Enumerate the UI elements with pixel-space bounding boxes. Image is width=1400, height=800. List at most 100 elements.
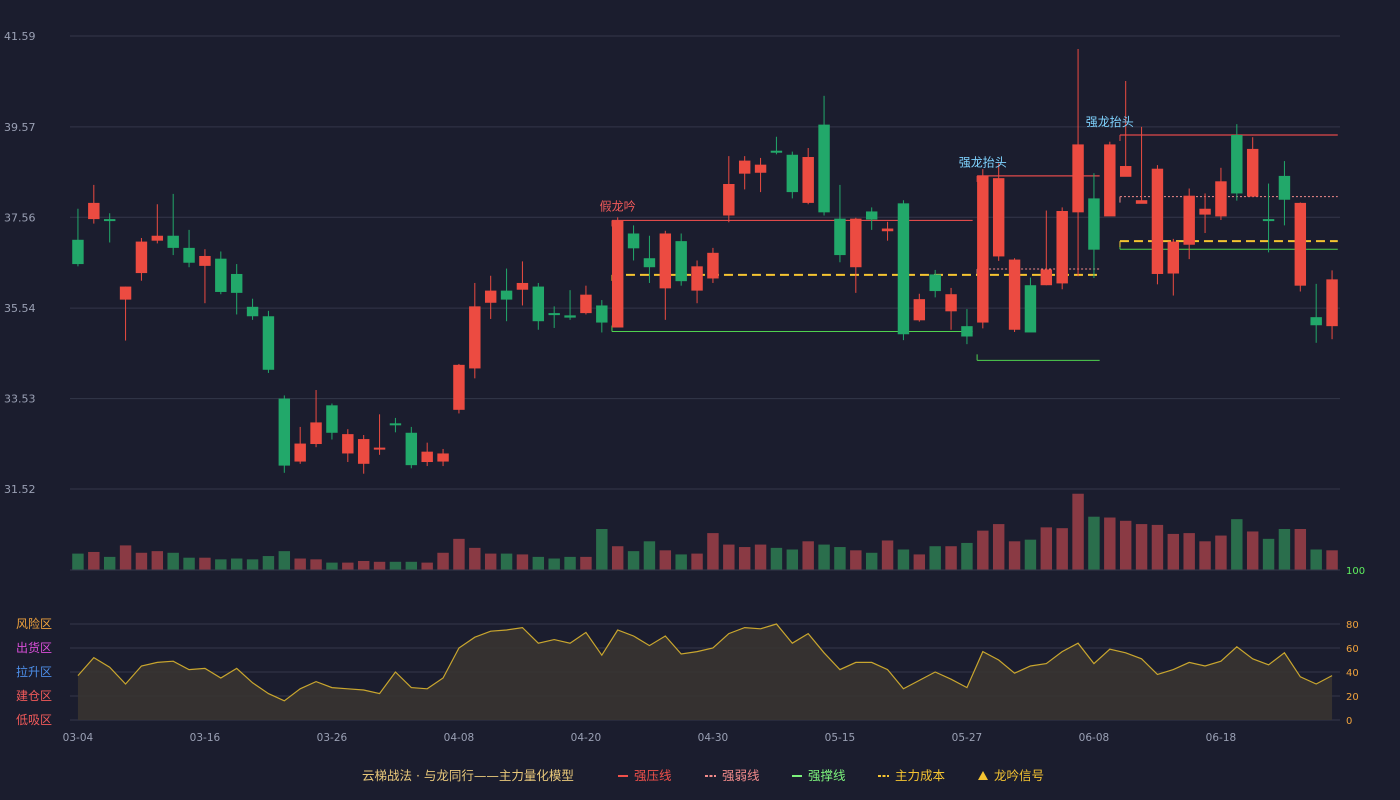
candle-body [818, 124, 830, 213]
volume-bar [818, 544, 830, 570]
candle [103, 213, 116, 243]
volume-tick-label: 100 [1346, 566, 1365, 577]
volume-bars [70, 493, 1340, 571]
candle [1278, 161, 1291, 226]
volume-bar [278, 551, 291, 570]
candle [199, 249, 211, 304]
candle [230, 264, 243, 315]
candle [627, 225, 640, 261]
candle-body [183, 247, 195, 263]
volume-bar [723, 544, 735, 570]
candle-body [1310, 317, 1322, 326]
candle [453, 363, 465, 414]
candle [723, 156, 735, 223]
candle-body [1088, 198, 1100, 250]
candle-body [357, 439, 370, 464]
candle [1262, 183, 1275, 253]
candle-body [119, 286, 132, 300]
candle-body [215, 258, 227, 292]
volume-bar [850, 550, 862, 570]
candle-body [88, 202, 100, 220]
candle-body [484, 290, 497, 303]
candle-body [1326, 279, 1338, 327]
volume-bar [294, 558, 306, 570]
volume-bar [1088, 516, 1100, 570]
legend-item[interactable]: 主力成本 [878, 768, 946, 783]
legend-item[interactable]: 强弱线 [705, 768, 760, 783]
candle [770, 136, 783, 155]
candle-body [992, 178, 1005, 257]
volume-bar [119, 545, 132, 570]
candle-body [707, 252, 719, 279]
candle-body [850, 218, 862, 268]
zone-label: 低吸区 [16, 713, 52, 727]
candle-body [294, 443, 306, 462]
zone-label: 建仓区 [16, 689, 52, 703]
volume-bar [675, 554, 687, 570]
candle-body [1167, 241, 1180, 274]
candle [357, 435, 370, 474]
volume-bar [1294, 529, 1307, 570]
candle [1056, 207, 1068, 290]
candle-body [1294, 202, 1307, 286]
volume-bar [437, 552, 449, 570]
candle-body [865, 211, 878, 220]
legend-label: 主力成本 [895, 768, 946, 783]
candle-body [929, 274, 941, 292]
volume-bar [389, 561, 402, 570]
legend-item[interactable]: 龙吟信号 [978, 768, 1044, 783]
candle [643, 235, 656, 283]
volume-bar [1215, 535, 1227, 570]
price-tick-label: 39.57 [4, 121, 36, 134]
candle-body [659, 233, 672, 289]
legend-item[interactable]: 强撑线 [792, 768, 846, 783]
candle-body [199, 255, 211, 266]
candle-body [103, 219, 116, 222]
legend-item[interactable]: 云梯战法 · 与龙同行——主力量化模型 [362, 768, 574, 783]
legend-label: 强弱线 [722, 768, 760, 783]
candle-body [754, 164, 767, 173]
volume-bar [167, 552, 179, 570]
candle-body [373, 447, 386, 450]
candle-body [580, 294, 592, 314]
candle [1104, 141, 1116, 217]
volume-bar [643, 541, 656, 570]
candle [1072, 49, 1084, 277]
volume-bar [945, 546, 957, 570]
candle-body [246, 306, 259, 317]
candle-body [72, 239, 84, 265]
volume-bar [532, 556, 545, 570]
zone-label: 出货区 [16, 640, 52, 655]
candle [500, 268, 513, 322]
zone-label: 拉升区 [16, 664, 52, 679]
date-tick-label: 03-04 [63, 732, 94, 744]
volume-bar [135, 552, 148, 570]
volume-bar [691, 553, 703, 570]
candle [183, 229, 195, 268]
candle [897, 200, 910, 341]
volume-bar [516, 554, 529, 570]
candle-body [548, 313, 560, 316]
date-tick-label: 05-15 [825, 732, 856, 744]
date-tick-label: 05-27 [952, 732, 983, 744]
volume-bar [754, 544, 767, 570]
candle-body [675, 241, 687, 282]
candle [437, 448, 449, 467]
candle [326, 403, 338, 440]
date-tick-label: 03-26 [317, 732, 348, 744]
legend-label: 强压线 [634, 768, 672, 783]
candle-body [945, 294, 957, 312]
volume-bar [1056, 528, 1068, 570]
candle-body [913, 299, 926, 321]
candle [675, 233, 687, 286]
legend[interactable]: 云梯战法 · 与龙同行——主力量化模型 强压线 强弱线 强撑线 主力成本 龙吟信号 [362, 768, 1044, 783]
volume-bar [992, 524, 1005, 570]
zone-label: 风险区 [16, 616, 52, 631]
candle [342, 429, 354, 463]
candle-body [405, 432, 418, 466]
candle [516, 261, 529, 306]
legend-item[interactable]: 强压线 [618, 768, 672, 783]
candle [405, 426, 418, 469]
